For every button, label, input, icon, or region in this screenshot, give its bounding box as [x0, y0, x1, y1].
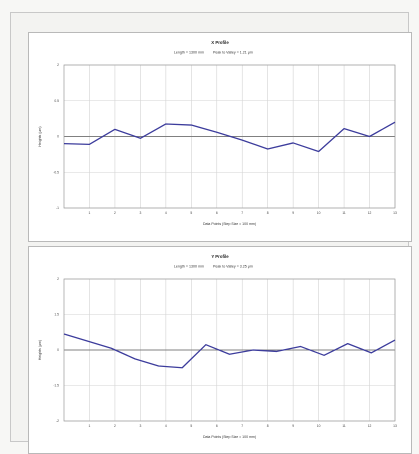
y-tick-label: -1.5 — [53, 384, 59, 388]
x-tick-label: 2 — [114, 424, 116, 428]
x-tick-label: 9 — [292, 211, 294, 215]
x-tick-label: 2 — [114, 211, 116, 215]
x-tick-label: 10 — [317, 211, 321, 215]
peak-to-valley-label: Peak to Valley = 3.25 μm — [213, 265, 253, 269]
x-profile-panel: X Profile Length = 1300 mm Peak to Valle… — [28, 32, 412, 242]
x-axis-label: Data Points (Step Size = 100 mm) — [203, 222, 256, 226]
y-tick-label: 2 — [57, 63, 59, 67]
y-profile-panel: Y Profile Length = 1300 mm Peak to Valle… — [28, 246, 412, 454]
x-tick-label: 4 — [165, 211, 167, 215]
x-tick-label: 6 — [216, 211, 218, 215]
x-tick-label: 8 — [267, 211, 269, 215]
chart-title: Y Profile — [211, 254, 229, 259]
x-tick-label: 12 — [368, 211, 372, 215]
y-tick-label: 0 — [57, 135, 59, 139]
x-tick-label: 12 — [368, 424, 372, 428]
x-profile-chart: X Profile Length = 1300 mm Peak to Valle… — [38, 40, 397, 226]
plot-frame — [63, 278, 396, 422]
profile-series-line — [63, 121, 396, 153]
x-tick-label: 8 — [267, 424, 269, 428]
x-tick-label: 3 — [139, 424, 141, 428]
y-tick-label: 2 — [57, 277, 59, 281]
y-tick-label: -1 — [56, 206, 59, 210]
report-frame: X Profile Length = 1300 mm Peak to Valle… — [10, 12, 412, 454]
y-tick-label: 0.5 — [54, 99, 59, 103]
y-axis-label: Heights (μm) — [38, 340, 42, 360]
x-tick-label: 6 — [216, 424, 218, 428]
x-tick-label: 3 — [139, 211, 141, 215]
y-profile-chart: Y Profile Length = 1300 mm Peak to Valle… — [38, 254, 397, 439]
peak-to-valley-label: Peak to Valley = 1.21 μm — [213, 51, 253, 55]
x-tick-label: 13 — [393, 424, 397, 428]
x-tick-label: 4 — [165, 424, 167, 428]
profile-series-line — [63, 333, 396, 369]
y-tick-label: 1.5 — [54, 313, 59, 317]
x-tick-label: 5 — [190, 211, 192, 215]
length-label: Length = 1300 mm — [174, 265, 204, 269]
x-tick-label: 1 — [89, 424, 91, 428]
x-tick-label: 9 — [292, 424, 294, 428]
x-tick-label: 5 — [190, 424, 192, 428]
y-tick-label: 0 — [57, 348, 59, 352]
x-tick-label: 7 — [241, 424, 243, 428]
x-tick-label: 13 — [393, 211, 397, 215]
x-tick-label: 11 — [342, 211, 346, 215]
y-axis-label: Heights (μm) — [38, 126, 42, 146]
x-axis-label: Data Points (Step Size = 100 mm) — [203, 435, 256, 439]
x-tick-label: 7 — [241, 211, 243, 215]
x-tick-label: 1 — [89, 211, 91, 215]
plot-frame — [63, 64, 396, 209]
x-tick-label: 10 — [317, 424, 321, 428]
x-tick-label: 11 — [342, 424, 346, 428]
chart-title: X Profile — [211, 40, 229, 45]
length-label: Length = 1300 mm — [174, 51, 204, 55]
y-tick-label: -0.5 — [53, 170, 59, 174]
y-tick-label: -2 — [56, 419, 59, 423]
